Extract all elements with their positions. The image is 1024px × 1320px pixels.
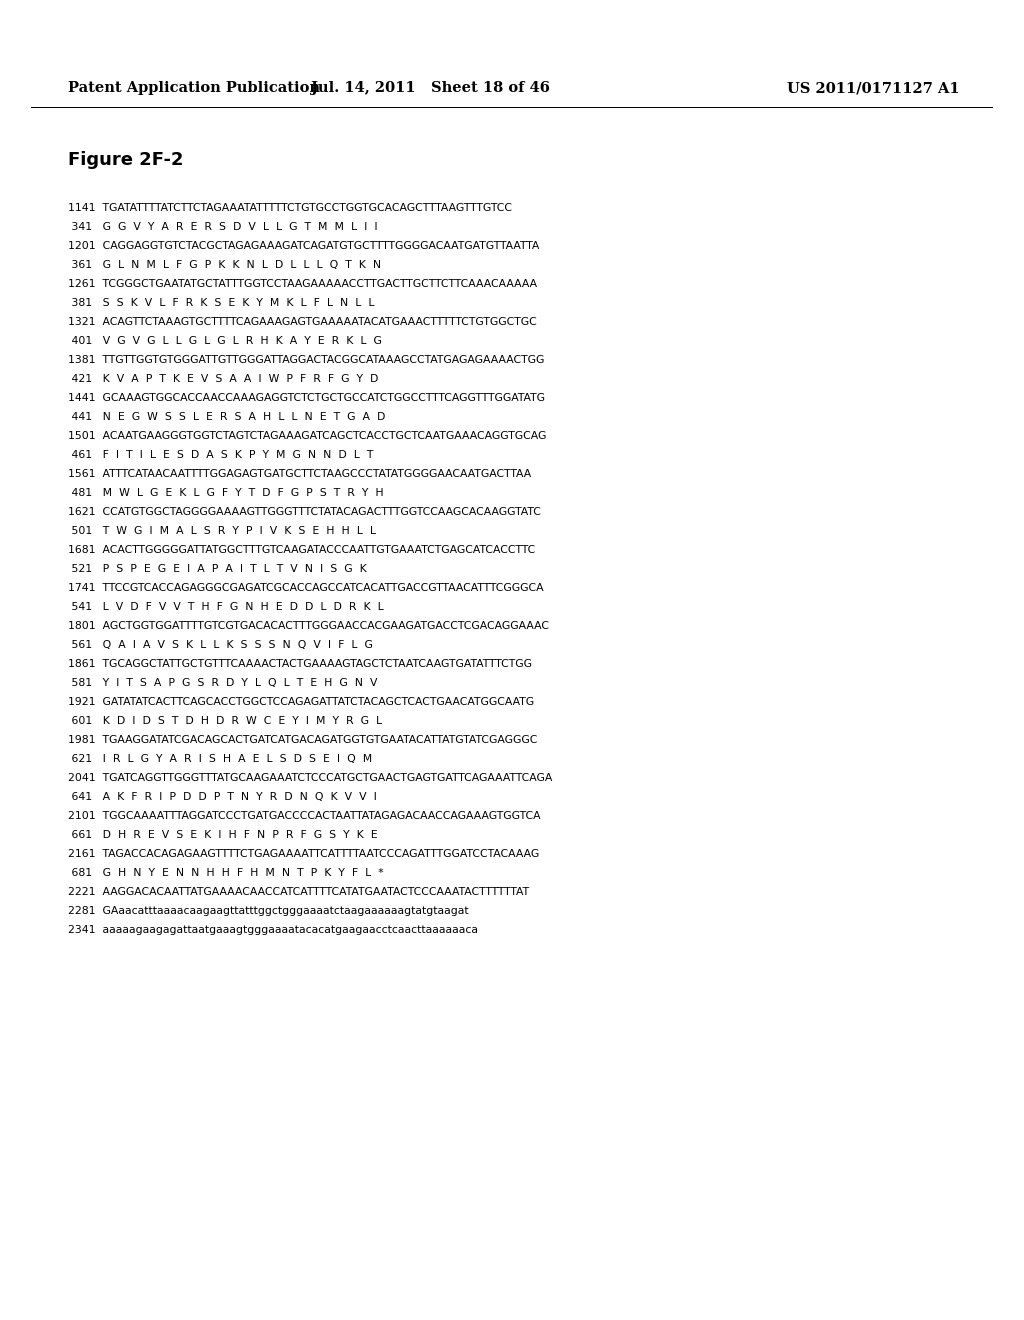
Text: 361   G  L  N  M  L  F  G  P  K  K  N  L  D  L  L  L  Q  T  K  N: 361 G L N M L F G P K K N L D L L L Q T … [68,260,381,271]
Text: 1441  GCAAAGTGGCACCAACCAAAGAGGTCTCTGCTGCCATCTGGCCTTTCAGGTTTGGATATG: 1441 GCAAAGTGGCACCAACCAAAGAGGTCTCTGCTGCC… [68,393,545,403]
Text: 2281  GAaacatttaaaacaagaagttatttggctgggaaaatctaagaaaaaagtatgtaagat: 2281 GAaacatttaaaacaagaagttatttggctgggaa… [68,906,469,916]
Text: 421   K  V  A  P  T  K  E  V  S  A  A  I  W  P  F  R  F  G  Y  D: 421 K V A P T K E V S A A I W P F R F G … [68,374,379,384]
Text: 521   P  S  P  E  G  E  I  A  P  A  I  T  L  T  V  N  I  S  G  K: 521 P S P E G E I A P A I T L T V N I S … [68,564,367,574]
Text: 601   K  D  I  D  S  T  D  H  D  R  W  C  E  Y  I  M  Y  R  G  L: 601 K D I D S T D H D R W C E Y I M Y R … [68,715,382,726]
Text: 2341  aaaaagaagagattaatgaaagtgggaaaatacacatgaagaacctcaacttaaaaaaca: 2341 aaaaagaagagattaatgaaagtgggaaaatacac… [68,925,478,935]
Text: 481   M  W  L  G  E  K  L  G  F  Y  T  D  F  G  P  S  T  R  Y  H: 481 M W L G E K L G F Y T D F G P S T R … [68,488,384,498]
Text: Patent Application Publication: Patent Application Publication [68,81,319,95]
Text: 1621  CCATGTGGCTAGGGGAAAAGTTGGGTTTCTATACAGACTTTGGTCCAAGCACAAGGTATC: 1621 CCATGTGGCTAGGGGAAAAGTTGGGTTTCTATACA… [68,507,541,517]
Text: 2041  TGATCAGGTTGGGTTTATGCAAGAAATCTCCCATGCTGAACTGAGTGATTCAGAAATTCAGA: 2041 TGATCAGGTTGGGTTTATGCAAGAAATCTCCCATG… [68,774,552,783]
Text: 541   L  V  D  F  V  V  T  H  F  G  N  H  E  D  D  L  D  R  K  L: 541 L V D F V V T H F G N H E D D L D R … [68,602,384,612]
Text: 621   I  R  L  G  Y  A  R  I  S  H  A  E  L  S  D  S  E  I  Q  M: 621 I R L G Y A R I S H A E L S D S E I … [68,754,373,764]
Text: Jul. 14, 2011   Sheet 18 of 46: Jul. 14, 2011 Sheet 18 of 46 [310,81,550,95]
Text: 441   N  E  G  W  S  S  L  E  R  S  A  H  L  L  N  E  T  G  A  D: 441 N E G W S S L E R S A H L L N E T G … [68,412,385,422]
Text: 1321  ACAGTTCTAAAGTGCTTTTCAGAAAGAGTGAAAAATACATGAAACTTTTTCTGTGGCTGC: 1321 ACAGTTCTAAAGTGCTTTTCAGAAAGAGTGAAAAA… [68,317,537,327]
Text: 1201  CAGGAGGTGTCTACGCTAGAGAAAGATCAGATGTGCTTTTGGGGACAATGATGTTAATTA: 1201 CAGGAGGTGTCTACGCTAGAGAAAGATCAGATGTG… [68,242,540,251]
Text: 1681  ACACTTGGGGGATTATGGCTTTGTCAAGATACCCAATTGTGAAATCTGAGCATCACCTTC: 1681 ACACTTGGGGGATTATGGCTTTGTCAAGATACCCA… [68,545,536,554]
Text: 2161  TAGACCACAGAGAAGTTTTCTGAGAAAATTCATTTTAATCCCAGATTTGGATCCTACAAAG: 2161 TAGACCACAGAGAAGTTTTCTGAGAAAATTCATTT… [68,849,540,859]
Text: 381   S  S  K  V  L  F  R  K  S  E  K  Y  M  K  L  F  L  N  L  L: 381 S S K V L F R K S E K Y M K L F L N … [68,298,375,308]
Text: US 2011/0171127 A1: US 2011/0171127 A1 [787,81,961,95]
Text: 1921  GATATATCACTTCAGCACCTGGCTCCAGAGATTATCTACAGCTCACTGAACATGGCAATG: 1921 GATATATCACTTCAGCACCTGGCTCCAGAGATTAT… [68,697,535,708]
Text: 1141  TGATATTTTATCTTCTAGAAATATTTTTCTGTGCCTGGTGCACAGCTTTAAGTTTGTCC: 1141 TGATATTTTATCTTCTAGAAATATTTTTCTGTGCC… [68,203,512,213]
Text: 1741  TTCCGTCACCAGAGGGCGAGATCGCACCAGCCATCACATTGACCGTTAACATTTCGGGCA: 1741 TTCCGTCACCAGAGGGCGAGATCGCACCAGCCATC… [68,583,544,593]
Text: 641   A  K  F  R  I  P  D  D  P  T  N  Y  R  D  N  Q  K  V  V  I: 641 A K F R I P D D P T N Y R D N Q K V … [68,792,377,803]
Text: 1801  AGCTGGTGGATTTTGTCGTGACACACTTTGGGAACCACGAAGATGACCTCGACAGGAAAC: 1801 AGCTGGTGGATTTTGTCGTGACACACTTTGGGAAC… [68,620,549,631]
Text: 1381  TTGTTGGTGTGGGATTGTTGGGATTAGGACTACGGCATAAAGCCTATGAGAGAAAACTGG: 1381 TTGTTGGTGTGGGATTGTTGGGATTAGGACTACGG… [68,355,545,366]
Text: 1861  TGCAGGCTATTGCTGTTTCAAAACTACTGAAAAGTAGCTCTAATCAAGTGATATTTCTGG: 1861 TGCAGGCTATTGCTGTTTCAAAACTACTGAAAAGT… [68,659,532,669]
Text: 661   D  H  R  E  V  S  E  K  I  H  F  N  P  R  F  G  S  Y  K  E: 661 D H R E V S E K I H F N P R F G S Y … [68,830,378,840]
Text: 341   G  G  V  Y  A  R  E  R  S  D  V  L  L  G  T  M  M  L  I  I: 341 G G V Y A R E R S D V L L G T M M L … [68,222,378,232]
Text: 561   Q  A  I  A  V  S  K  L  L  K  S  S  S  N  Q  V  I  F  L  G: 561 Q A I A V S K L L K S S S N Q V I F … [68,640,373,649]
Text: 2101  TGGCAAAATTTAGGATCCCTGATGACCCCACTAATTATAGAGACAACCAGAAAGTGGTCA: 2101 TGGCAAAATTTAGGATCCCTGATGACCCCACTAAT… [68,810,541,821]
Text: 1981  TGAAGGATATCGACAGCACTGATCATGACAGATGGTGTGAATACATTATGTATCGAGGGC: 1981 TGAAGGATATCGACAGCACTGATCATGACAGATGG… [68,735,538,744]
Text: 1261  TCGGGCTGAATATGCTATTTGGTCCTAAGAAAAACCTTGACTTGCTTCTTCAAACAAAAA: 1261 TCGGGCTGAATATGCTATTTGGTCCTAAGAAAAAC… [68,279,538,289]
Text: 681   G  H  N  Y  E  N  N  H  H  F  H  M  N  T  P  K  Y  F  L  *: 681 G H N Y E N N H H F H M N T P K Y F … [68,869,384,878]
Text: 501   T  W  G  I  M  A  L  S  R  Y  P  I  V  K  S  E  H  H  L  L: 501 T W G I M A L S R Y P I V K S E H H … [68,525,376,536]
Text: 581   Y  I  T  S  A  P  G  S  R  D  Y  L  Q  L  T  E  H  G  N  V: 581 Y I T S A P G S R D Y L Q L T E H G … [68,678,378,688]
Text: Figure 2F-2: Figure 2F-2 [68,150,183,169]
Text: 1561  ATTTCATAACAATTTTGGAGAGTGATGCTTCTAAGCCCTATATGGGGAACAATGACTTAA: 1561 ATTTCATAACAATTTTGGAGAGTGATGCTTCTAAG… [68,469,531,479]
Text: 401   V  G  V  G  L  L  G  L  G  L  R  H  K  A  Y  E  R  K  L  G: 401 V G V G L L G L G L R H K A Y E R K … [68,337,382,346]
Text: 2221  AAGGACACAATTATGAAAACAACCATCATTTTCATATGAATACTCCCAAATACTTTTTTAT: 2221 AAGGACACAATTATGAAAACAACCATCATTTTCAT… [68,887,529,898]
Text: 1501  ACAATGAAGGGTGGTCTAGTCTAGAAAGATCAGCTCACCTGCTCAATGAAACAGGTGCAG: 1501 ACAATGAAGGGTGGTCTAGTCTAGAAAGATCAGCT… [68,432,547,441]
Text: 461   F  I  T  I  L  E  S  D  A  S  K  P  Y  M  G  N  N  D  L  T: 461 F I T I L E S D A S K P Y M G N N D … [68,450,374,459]
